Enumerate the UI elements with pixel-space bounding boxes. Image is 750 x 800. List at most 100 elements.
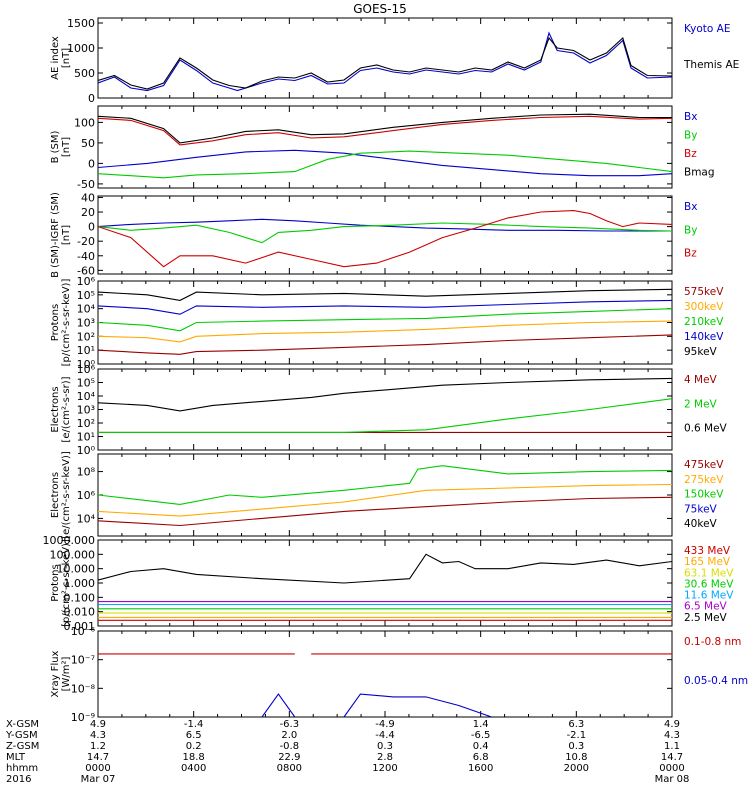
- plot-title: GOES-15: [353, 2, 407, 16]
- ephemeris-table: X-GSMY-GSMZ-GSMMLThhmm20164.94.31.214.70…: [5, 719, 689, 785]
- legend-entry: 75keV: [684, 503, 718, 515]
- ephem-row-label: X-GSM: [6, 719, 39, 730]
- y-axis-label: [e/(cm²-s-sr-keV)]: [61, 451, 72, 539]
- y-tick-label: 0: [88, 157, 95, 170]
- legend-entry: 30.6 MeV: [684, 578, 734, 590]
- series-line: [98, 299, 672, 315]
- series-line: [98, 31, 672, 92]
- ephem-cell: -4.4: [375, 730, 395, 741]
- y-tick-label: 10¹: [77, 344, 95, 357]
- series-line: [98, 377, 672, 412]
- ephem-cell: 2.8: [377, 752, 393, 763]
- ephem-cell: 4.9: [90, 719, 106, 730]
- legend-entry: 0.6 MeV: [684, 423, 728, 435]
- y-tick-label: 0.100: [64, 591, 96, 604]
- y-axis-label: [e/(cm²-s-sr)]: [61, 376, 72, 442]
- panel-electrons_low: 10⁴ 10⁶ 10⁸ Electrons [e/(cm²-s-sr-keV)] 475k…: [50, 451, 724, 539]
- ephem-cell: -1.4: [184, 719, 204, 730]
- legend-entry: Bz: [684, 148, 697, 160]
- y-tick-label: 10⁵: [77, 289, 95, 302]
- ephem-cell: 1.2: [90, 741, 106, 752]
- ephem-cell: 14.7: [661, 752, 683, 763]
- legend-entry: Bx: [684, 201, 697, 213]
- ephem-cell: -2.1: [567, 730, 587, 741]
- y-tick-label: 10⁶: [77, 275, 96, 288]
- panel-frame: [97, 453, 673, 537]
- panel-bsm: -50 0 50 100 B (SM) [nT] Bx By Bz Bmag: [50, 105, 715, 191]
- ephem-cell: 1.1: [664, 741, 680, 752]
- ephem-row-label: 2016: [6, 774, 31, 785]
- legend-entry: Bz: [684, 248, 697, 260]
- panel-frame: [97, 630, 673, 718]
- y-tick-label: 100.000: [50, 548, 96, 561]
- y-tick-label: 0: [88, 221, 95, 234]
- legend-entry: 2 MeV: [684, 398, 718, 410]
- series-line: [98, 210, 672, 268]
- ephem-cell: 6.3: [568, 719, 584, 730]
- y-tick-label: 10⁻⁶: [71, 625, 96, 638]
- y-tick-label: -60: [77, 264, 95, 277]
- y-tick-label: 1.000: [64, 577, 96, 590]
- y-tick-label: -40: [77, 250, 95, 263]
- ephem-cell: -0.8: [280, 741, 300, 752]
- ephem-cell: 2000: [564, 763, 589, 774]
- y-axis-label: Electrons: [50, 472, 61, 518]
- ephem-cell: 1.4: [473, 719, 489, 730]
- series-line: [98, 115, 672, 146]
- legend-entry: 95keV: [684, 346, 718, 358]
- y-axis-label: Protons: [50, 564, 61, 601]
- y-tick-label: 10⁻⁸: [71, 682, 96, 695]
- legend-entry: 0.1-0.8 nm: [684, 636, 741, 648]
- ephem-cell: 4.3: [90, 730, 106, 741]
- ephem-cell: 1200: [372, 763, 397, 774]
- legend-entry: 165 MeV: [684, 556, 731, 568]
- y-axis-label: AE index: [50, 36, 61, 80]
- y-tick-label: 10⁸: [77, 466, 96, 479]
- y-axis-label: [p/(cm²-s-sr-keV)]: [61, 279, 72, 367]
- y-axis-label: Protons: [50, 304, 61, 341]
- ephem-cell: 10.8: [565, 752, 587, 763]
- legend-entry: 11.6 MeV: [684, 590, 734, 602]
- series-line: [98, 465, 672, 505]
- y-axis-label: B (SM)-IGRF (SM): [50, 192, 61, 278]
- legend-entry: 275keV: [684, 474, 724, 486]
- series-line: [98, 218, 672, 232]
- ephem-cell: 0.3: [568, 741, 584, 752]
- y-tick-label: -20: [77, 235, 95, 248]
- ephem-cell: -6.3: [280, 719, 300, 730]
- series-line: [98, 222, 672, 244]
- series-line: [98, 398, 672, 433]
- y-tick-label: 10²: [77, 330, 95, 343]
- legend-entry: Kyoto AE: [684, 23, 730, 35]
- y-tick-label: 10⁻⁷: [71, 654, 95, 667]
- series-line: [98, 113, 672, 144]
- series-line: [98, 149, 672, 177]
- y-tick-label: 1000: [67, 42, 95, 55]
- panel-xray: 10⁻⁹ 10⁻⁸ 10⁻⁷ 10⁻⁶ Xray Flux [W/m²] 0.1-0.8 n…: [50, 625, 748, 724]
- ephem-cell: 0400: [181, 763, 206, 774]
- y-tick-label: 10⁻⁹: [71, 711, 95, 724]
- legend-entry: 6.5 MeV: [684, 601, 728, 613]
- y-axis-label: [nT]: [61, 137, 72, 157]
- y-tick-label: 40: [81, 191, 95, 204]
- legend-entry: 4 MeV: [684, 374, 718, 386]
- y-tick-label: 10.000: [57, 563, 96, 576]
- y-axis-label: Xray Flux: [50, 650, 61, 697]
- series-line: [98, 483, 672, 517]
- legend-entry: 300keV: [684, 301, 724, 313]
- ephem-cell: 4.3: [664, 730, 680, 741]
- y-tick-label: -50: [77, 178, 95, 191]
- ephem-cell: 0000: [659, 763, 684, 774]
- panel-ae: 0 500 1000 1500 AE index [nT] Kyoto AE Themis A…: [50, 17, 739, 105]
- ephem-cell: Mar 07: [81, 774, 116, 785]
- y-tick-label: 10⁶: [77, 363, 96, 376]
- ephem-cell: -6.5: [471, 730, 491, 741]
- ephem-cell: -4.9: [375, 719, 395, 730]
- series-line: [98, 150, 672, 179]
- legend-entry: By: [684, 130, 697, 142]
- ephem-row-label: MLT: [6, 752, 26, 763]
